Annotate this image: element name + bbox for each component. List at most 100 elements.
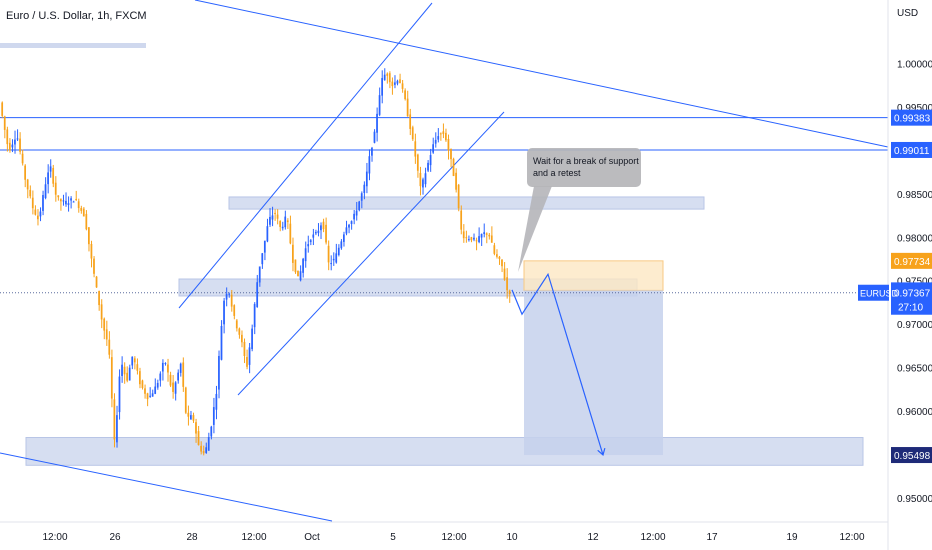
- candle-body: [332, 258, 335, 261]
- candle-body: [37, 215, 39, 220]
- y-tick-label: 0.99500: [897, 103, 932, 114]
- candle-body: [388, 73, 391, 83]
- chart-title: Euro / U.S. Dollar, 1h, FXCM: [6, 10, 147, 22]
- candle-body: [411, 127, 414, 140]
- candle-body: [52, 168, 55, 184]
- price-tag-label: 0.97734: [894, 257, 931, 268]
- candle-body: [496, 254, 498, 257]
- candle-body: [131, 356, 134, 366]
- candle-body: [365, 171, 368, 187]
- candle-body: [93, 258, 95, 274]
- candle-body: [174, 382, 177, 394]
- candle-body: [335, 253, 338, 263]
- candle-body: [14, 139, 16, 145]
- candle-body: [90, 243, 93, 259]
- candle-body: [485, 233, 488, 235]
- candle-body: [490, 235, 493, 243]
- callout-text-line: and a retest: [533, 168, 581, 178]
- price-tag: [891, 447, 932, 464]
- candle-body: [139, 371, 141, 385]
- x-tick-label: 12:00: [640, 532, 665, 543]
- candle-body: [401, 83, 404, 89]
- candle-body: [159, 373, 162, 381]
- candle-body: [200, 445, 202, 452]
- trend-line: [237, 111, 505, 396]
- candle-body: [279, 221, 281, 227]
- bar-countdown-label: 27:10: [898, 303, 923, 314]
- projection-arrowhead: [597, 447, 606, 456]
- y-tick-label: 0.98500: [897, 190, 932, 201]
- candle-body: [136, 364, 139, 371]
- candle-body: [57, 195, 60, 198]
- candle-body: [241, 334, 243, 343]
- candle-body: [381, 78, 383, 96]
- candle-body: [488, 234, 491, 237]
- candle-body: [70, 198, 72, 201]
- candle-body: [218, 355, 220, 390]
- stop-loss-zone: [523, 260, 664, 291]
- candle-body: [478, 236, 480, 243]
- candle-body: [419, 172, 422, 187]
- candle-body: [42, 195, 44, 211]
- candle-body: [108, 339, 111, 355]
- candle-body: [429, 155, 432, 166]
- candle-body: [19, 138, 21, 152]
- candle-body: [118, 376, 121, 413]
- candle-body: [123, 366, 126, 375]
- candle-body: [445, 132, 447, 141]
- candle-body: [202, 451, 205, 454]
- x-tick-label: 26: [109, 532, 121, 543]
- candle-body: [297, 270, 299, 277]
- candle-body: [289, 223, 292, 244]
- candle-body: [258, 266, 261, 283]
- candle-body: [355, 210, 358, 216]
- candle-body: [506, 277, 508, 291]
- candle-body: [330, 263, 332, 265]
- current-price-tag: [891, 284, 932, 315]
- candle-body: [378, 95, 381, 115]
- candle-body: [422, 179, 424, 188]
- candle-body: [72, 201, 75, 203]
- candle-body: [95, 276, 98, 288]
- candle-body: [207, 437, 210, 451]
- candle-body: [121, 364, 123, 376]
- candle-body: [409, 114, 412, 129]
- candle-body: [307, 244, 310, 247]
- candle-body: [427, 162, 429, 171]
- candle-body: [133, 358, 136, 363]
- candle-body: [434, 139, 437, 144]
- candle-body: [383, 74, 386, 80]
- candle-body: [460, 210, 463, 230]
- candle-body: [340, 241, 343, 249]
- candle-body: [416, 154, 419, 171]
- candle-body: [312, 234, 315, 238]
- candle-body: [396, 80, 399, 84]
- trend-line: [0, 452, 333, 522]
- candle-body: [450, 148, 452, 160]
- candle-body: [59, 199, 62, 202]
- x-tick-label: 28: [186, 532, 198, 543]
- candle-body: [432, 144, 434, 153]
- candle-body: [292, 244, 294, 263]
- candle-body: [154, 386, 157, 394]
- candle-body: [77, 201, 80, 209]
- y-tick-label: 0.96000: [897, 407, 932, 418]
- candle-body: [414, 141, 417, 157]
- x-tick-label: 12:00: [839, 532, 864, 543]
- candle-body: [128, 367, 131, 381]
- candle-body: [110, 357, 113, 399]
- candle-body: [80, 207, 83, 211]
- candle-body: [205, 447, 208, 453]
- candle-body: [230, 294, 233, 307]
- candle-body: [386, 73, 389, 76]
- candle-body: [263, 240, 266, 253]
- candle-body: [261, 253, 264, 265]
- candle-body: [394, 82, 396, 85]
- y-tick-label: 0.97500: [897, 277, 932, 288]
- candle-body: [65, 200, 67, 205]
- candle-body: [465, 237, 468, 239]
- candle-body: [103, 318, 106, 331]
- candle-body: [88, 227, 90, 245]
- symbol-tag: [858, 284, 889, 301]
